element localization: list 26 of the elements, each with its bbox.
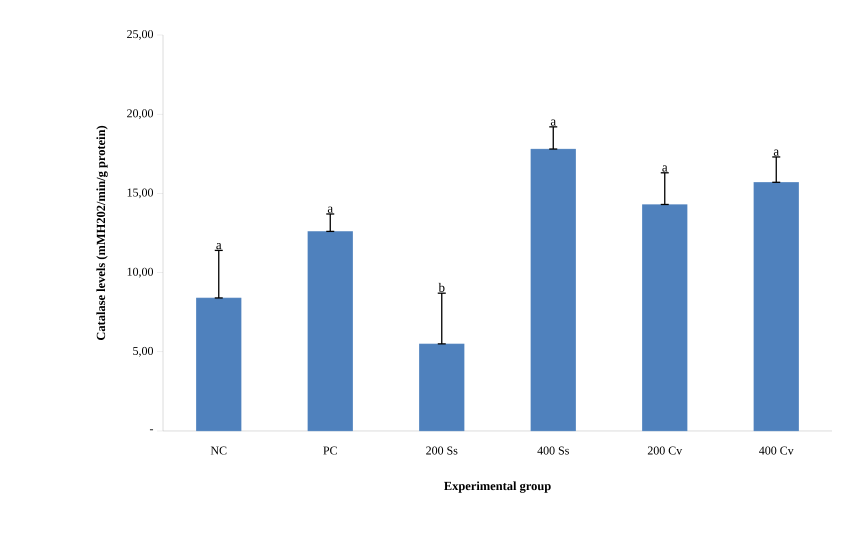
annotation: b — [438, 282, 445, 292]
x-tick-label: 400 Cv — [759, 446, 794, 455]
y-tick-label: 10,00 — [128, 268, 154, 278]
annotation: a — [216, 243, 222, 250]
annotation: a — [774, 150, 779, 156]
y-tick-label: 25,00 — [127, 30, 154, 40]
y-tick-label: 5,00 — [133, 346, 154, 357]
y-tick-label: - — [150, 429, 154, 430]
x-tick-label: 200 Ss — [426, 446, 458, 455]
bar — [419, 344, 464, 432]
y-tick-label: 15,00 — [128, 188, 154, 198]
bar — [308, 231, 353, 432]
annotation: a — [662, 165, 668, 172]
x-tick-label: NC — [210, 446, 226, 455]
bar — [196, 298, 242, 432]
x-tick-label: 200 Cv — [648, 446, 682, 455]
x-axis-title: Experimental group — [444, 481, 551, 493]
y-axis-title: Catalase levels (mMH202/min/g protein) — [96, 126, 108, 340]
x-tick-label: 400 Ss — [537, 446, 569, 455]
y-tick-label: 20,00 — [127, 109, 154, 120]
bar — [754, 182, 799, 432]
x-tick-label: PC — [323, 446, 337, 455]
bar — [530, 148, 576, 432]
annotation: a — [550, 119, 556, 126]
bar — [642, 204, 688, 432]
annotation: a — [328, 206, 333, 213]
